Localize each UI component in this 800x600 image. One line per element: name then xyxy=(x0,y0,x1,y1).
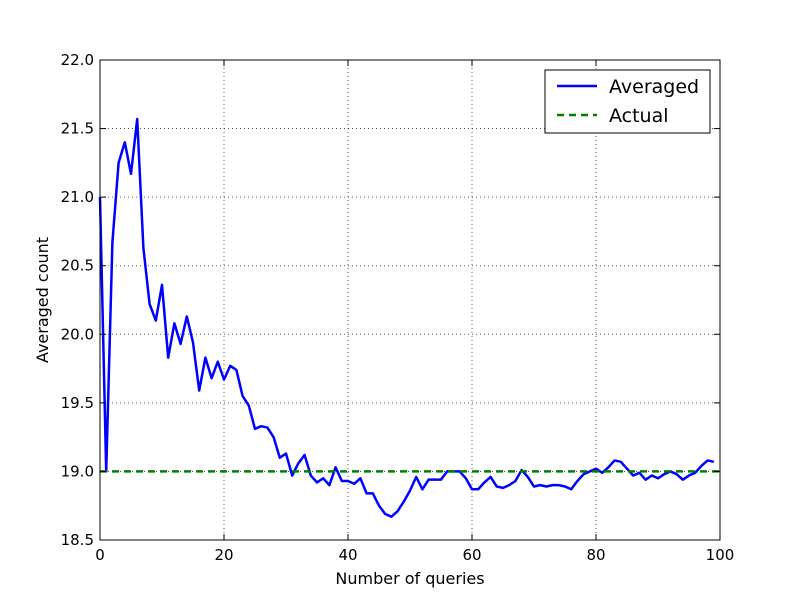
y-tick-label: 19.5 xyxy=(61,394,94,412)
y-tick-label: 21.0 xyxy=(61,188,94,206)
ticks: 0 20 40 60 80 100 18.5 19.0 19.5 20.0 20.5 21.0 21.5… xyxy=(61,51,735,564)
y-tick-label: 18.5 xyxy=(61,531,94,549)
y-tick-label: 19.0 xyxy=(61,462,94,480)
legend-label-averaged: Averaged xyxy=(609,76,699,98)
x-tick-label: 40 xyxy=(338,546,357,564)
y-tick-label: 20.5 xyxy=(61,257,94,275)
plot-frame xyxy=(99,59,721,541)
x-tick-label: 60 xyxy=(462,546,481,564)
y-tick-label: 20.0 xyxy=(61,325,94,343)
y-tick-label: 22.0 xyxy=(61,51,94,69)
x-tick-label: 0 xyxy=(95,546,105,564)
legend-label-actual: Actual xyxy=(609,105,669,127)
y-axis-label: Averaged count xyxy=(33,237,52,363)
y-tick-label: 21.5 xyxy=(61,120,94,138)
legend: Averaged Actual xyxy=(544,69,711,134)
x-tick-label: 20 xyxy=(214,546,233,564)
series-layer xyxy=(98,117,720,518)
x-tick-label: 100 xyxy=(706,546,735,564)
x-axis-label: Number of queries xyxy=(335,569,484,588)
x-tick-label: 80 xyxy=(586,546,605,564)
legend-box xyxy=(544,69,711,134)
series-line-averaged xyxy=(98,117,715,518)
